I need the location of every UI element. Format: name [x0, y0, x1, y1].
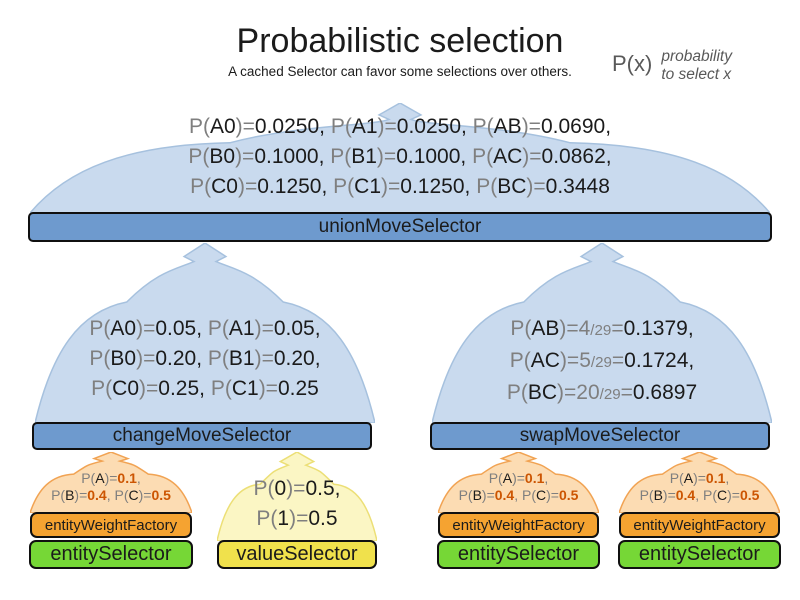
swap-move-selector-bar: swapMoveSelector — [430, 422, 770, 450]
swap-probability-dome — [432, 243, 772, 423]
swap-probability-text: P(AB)=4/29=0.1379, P(AC)=5/29=0.1724, P(… — [432, 314, 772, 410]
union-probability-dome — [30, 103, 770, 213]
value-selector-bar: valueSelector — [217, 540, 377, 569]
probability-line: P(C0)=0.25, P(C1)=0.25 — [91, 377, 319, 400]
entity-weight-text-3: P(A)=0.1, P(B)=0.4, P(C)=0.5 — [619, 470, 780, 504]
probability-line: P(1)=0.5 — [256, 507, 338, 530]
legend-note-line2: to select x — [661, 66, 732, 83]
entity-weight-factory-bar-2: entityWeightFactory — [438, 512, 599, 538]
entity-selector-bar-3: entitySelector — [618, 540, 781, 569]
probability-line: P(0)=0.5, — [253, 477, 341, 500]
probability-line: P(C0)=0.1250, P(C1)=0.1250, P(BC)=0.3448 — [190, 175, 610, 198]
union-move-selector-bar: unionMoveSelector — [28, 212, 772, 242]
value-probability-dome — [217, 452, 377, 541]
value-probability-text: P(0)=0.5, P(1)=0.5 — [217, 474, 377, 534]
entity-weight-text-1: P(A)=0.1, P(B)=0.4, P(C)=0.5 — [30, 470, 192, 504]
change-probability-dome — [35, 243, 375, 423]
probability-line: P(AC)=5/29=0.1724, — [509, 349, 695, 372]
entity-selector-bar-1: entitySelector — [29, 540, 193, 569]
page-subtitle: A cached Selector can favor some selecti… — [228, 64, 572, 79]
entity-weight-dome-2 — [438, 452, 599, 513]
probability-line: P(A0)=0.0250, P(A1)=0.0250, P(AB)=0.0690… — [188, 115, 612, 138]
change-probability-text: P(A0)=0.05, P(A1)=0.05, P(B0)=0.20, P(B1… — [35, 314, 375, 404]
probability-line: P(B)=0.4, P(C)=0.5 — [51, 487, 171, 503]
probability-line: P(B0)=0.1000, P(B1)=0.1000, P(AC)=0.0862… — [188, 145, 612, 168]
union-probability-text: P(A0)=0.0250, P(A1)=0.0250, P(AB)=0.0690… — [30, 112, 770, 202]
entity-weight-dome-1 — [30, 452, 192, 513]
change-move-selector-bar: changeMoveSelector — [32, 422, 372, 450]
entity-weight-factory-bar-1: entityWeightFactory — [30, 512, 192, 538]
entity-selector-bar-2: entitySelector — [437, 540, 600, 569]
legend-note-line1: probability — [661, 48, 732, 65]
legend: P(x) probability to select x — [612, 48, 732, 84]
entity-weight-factory-bar-3: entityWeightFactory — [619, 512, 780, 538]
legend-note: probability to select x — [661, 48, 732, 84]
entity-weight-text-2: P(A)=0.1, P(B)=0.4, P(C)=0.5 — [438, 470, 599, 504]
entity-weight-dome-3 — [619, 452, 780, 513]
probability-line: P(AB)=4/29=0.1379, — [510, 317, 694, 340]
legend-symbol: P(x) — [612, 51, 653, 76]
probability-line: P(A)=0.1, — [488, 470, 549, 486]
probability-line: P(B)=0.4, P(C)=0.5 — [639, 487, 760, 503]
probability-line: P(BC)=20/29=0.6897 — [506, 381, 698, 404]
probability-line: P(A)=0.1, — [81, 470, 141, 486]
probability-line: P(A)=0.1, — [669, 470, 730, 486]
page-title: Probabilistic selection — [236, 22, 564, 60]
probability-line: P(B0)=0.20, P(B1)=0.20, — [89, 347, 321, 370]
probability-line: P(A0)=0.05, P(A1)=0.05, — [89, 317, 321, 340]
probability-line: P(B)=0.4, P(C)=0.5 — [458, 487, 579, 503]
